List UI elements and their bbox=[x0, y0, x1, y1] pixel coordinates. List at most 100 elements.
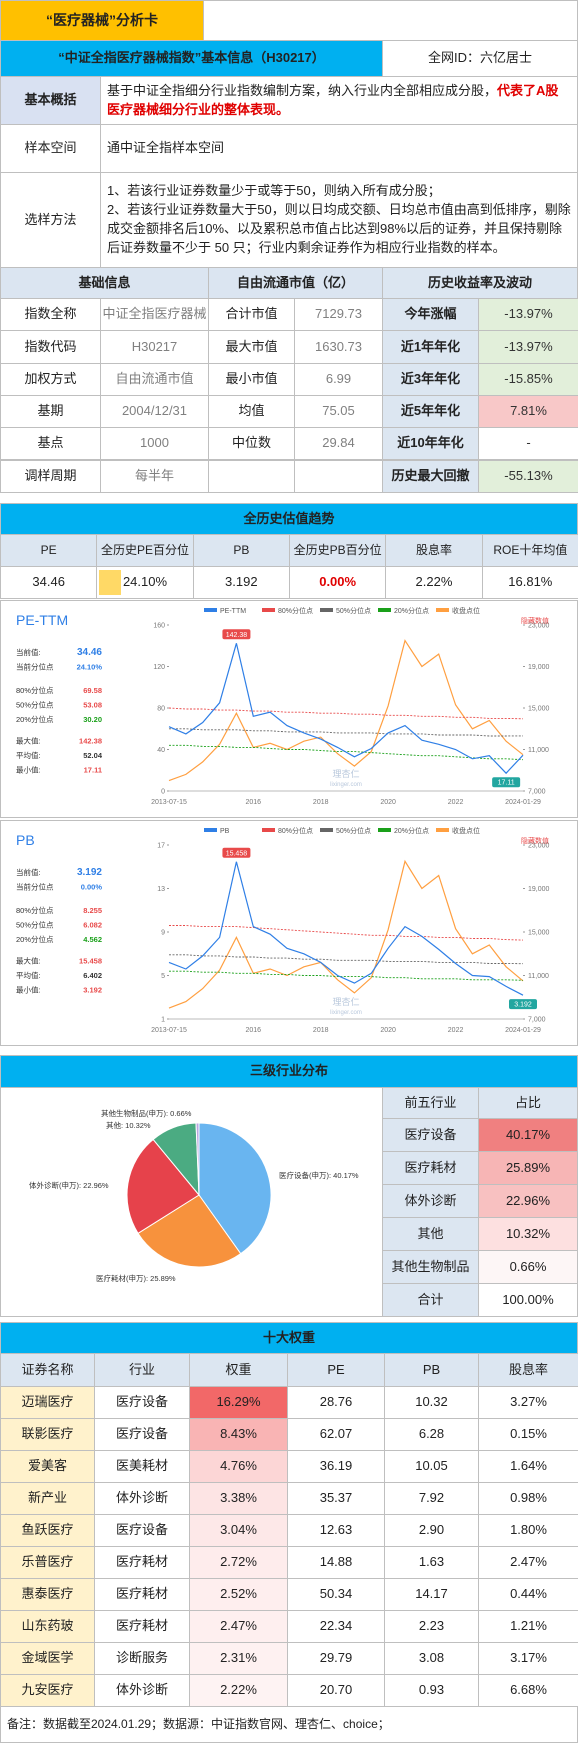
table-cell: - bbox=[478, 427, 578, 461]
stat-label: 20%分位点 bbox=[16, 934, 54, 944]
table-cell: 7129.73 bbox=[294, 298, 383, 332]
table-cell: 今年涨幅 bbox=[382, 298, 479, 332]
overview-text: 基于中证全指细分行业指数编制方案，纳入行业内全部相应成分股，代表了A股医疗器械细… bbox=[100, 76, 578, 125]
line-chart: PB 当前值: 3.192 当前分位点 0.00% 80%分位点 8.255 50%分位点 6.… bbox=[16, 826, 550, 1034]
table-cell: 诊断服务 bbox=[94, 1642, 190, 1675]
share-cell: 25.89% bbox=[478, 1151, 578, 1185]
pie-box: 医疗设备(申万): 40.17% 医疗耗材(申万): 25.89% 体外诊断(申万)… bbox=[0, 1087, 383, 1317]
table-cell: 近10年年化 bbox=[382, 427, 479, 461]
stat-label: 最小值: bbox=[16, 985, 41, 995]
table-cell: 1.64% bbox=[478, 1450, 578, 1483]
pie-label: 其他: 10.32% bbox=[106, 1120, 151, 1130]
table-cell: 1.21% bbox=[478, 1610, 578, 1643]
table-cell: 医美耗材 bbox=[94, 1450, 190, 1483]
table-cell: 加权方式 bbox=[0, 362, 101, 396]
column-header: PE bbox=[287, 1353, 385, 1387]
table-cell: 2004/12/31 bbox=[100, 394, 209, 429]
stat-label: 平均值: bbox=[16, 750, 41, 760]
table-cell: -13.97% bbox=[478, 298, 578, 332]
table-cell: 3.04% bbox=[189, 1514, 288, 1547]
hide-values: 隐藏数值 bbox=[521, 616, 549, 625]
stat-label: 当前分位点 bbox=[16, 882, 54, 892]
x-tick-label: 2022 bbox=[448, 799, 464, 806]
row-label: 医疗设备 bbox=[382, 1118, 479, 1152]
y2-tick-label: 19,000 bbox=[528, 664, 550, 671]
y2-tick-label: 11,000 bbox=[528, 747, 549, 754]
highlight: 代表了A股医疗器械细分行业的整体表现。 bbox=[107, 82, 559, 117]
table-cell: 中证全指医疗器械 bbox=[100, 298, 209, 332]
legend-label: 80%分位点 bbox=[278, 606, 313, 615]
table-cell: 0.98% bbox=[478, 1482, 578, 1515]
column-header: PE bbox=[0, 534, 98, 567]
stat-label: 最小值: bbox=[16, 765, 41, 775]
row-label: 合计 bbox=[382, 1283, 479, 1317]
stat-value: 6.082 bbox=[83, 921, 102, 930]
stat-value: 0.00% bbox=[81, 883, 103, 892]
section-header: 全历史估值趋势 bbox=[0, 503, 578, 535]
stat-label: 当前值: bbox=[16, 647, 41, 657]
value: 24.10% bbox=[122, 574, 168, 590]
card-title: “医疗器械”分析卡 bbox=[0, 0, 204, 41]
table-cell: 0.44% bbox=[478, 1578, 578, 1611]
table-cell: 16.29% bbox=[189, 1386, 288, 1419]
table-cell: 14.17 bbox=[384, 1578, 479, 1611]
stat-value: 52.04 bbox=[83, 751, 103, 760]
table-cell: 最小市值 bbox=[208, 362, 295, 396]
row-label: 基本概括 bbox=[0, 76, 101, 125]
series-line bbox=[168, 707, 524, 720]
row-label: 选样方法 bbox=[0, 172, 101, 268]
share-cell: 22.96% bbox=[478, 1184, 578, 1218]
table-cell: 14.88 bbox=[287, 1546, 385, 1579]
pie-chart: 医疗设备(申万): 40.17% 医疗耗材(申万): 25.89% 体外诊断(申万)… bbox=[29, 1108, 359, 1283]
table-cell: 医疗设备 bbox=[94, 1386, 190, 1419]
row-label: 其他 bbox=[382, 1217, 479, 1251]
column-header: ROE十年均值 bbox=[481, 534, 578, 567]
table-header: 历史收益率及波动 bbox=[382, 267, 578, 299]
table-cell: 29.84 bbox=[294, 427, 383, 461]
table-cell: 历史最大回撤 bbox=[382, 459, 479, 493]
x-tick-label: 2018 bbox=[313, 799, 329, 806]
table-header: 基础信息 bbox=[0, 267, 209, 299]
table-cell: 新产业 bbox=[0, 1482, 95, 1515]
table-cell: 近5年年化 bbox=[382, 394, 479, 429]
table-cell: 6.28 bbox=[384, 1418, 479, 1451]
stat-value: 30.20 bbox=[83, 715, 102, 724]
table-cell: 山东药玻 bbox=[0, 1610, 95, 1643]
table-cell: 2.23 bbox=[384, 1610, 479, 1643]
text: 基于中证全指细分行业指数编制方案，纳入行业内全部相应成分股， bbox=[107, 82, 498, 98]
legend-swatch bbox=[204, 608, 217, 612]
share-cell: 10.32% bbox=[478, 1217, 578, 1251]
y-tick-label: 80 bbox=[157, 706, 165, 713]
y-tick-label: 120 bbox=[153, 664, 165, 671]
stat-value: 17.11 bbox=[84, 766, 102, 775]
stat-value: 53.08 bbox=[83, 701, 102, 710]
stat-value: 34.46 bbox=[77, 647, 102, 658]
percentile-bar bbox=[99, 570, 122, 595]
watermark: lixinger.com bbox=[330, 782, 362, 788]
table-cell: 7.92 bbox=[384, 1482, 479, 1515]
stat-label: 80%分位点 bbox=[16, 685, 54, 695]
legend-label: 20%分位点 bbox=[394, 606, 429, 615]
y-tick-label: 9 bbox=[161, 930, 165, 937]
stat-value: 6.402 bbox=[83, 971, 102, 980]
legend-label: 50%分位点 bbox=[336, 606, 371, 615]
legend-label: 50%分位点 bbox=[336, 826, 371, 835]
table-cell: 2.47% bbox=[478, 1546, 578, 1579]
table-cell: 体外诊断 bbox=[94, 1482, 190, 1515]
table-cell bbox=[208, 459, 295, 493]
stat-value: 8.255 bbox=[83, 906, 102, 915]
pie-label: 医疗设备(申万): 40.17% bbox=[279, 1170, 359, 1180]
y-tick-label: 13 bbox=[157, 886, 165, 893]
value: 3.192 bbox=[225, 574, 258, 590]
watermark: lixinger.com bbox=[330, 1010, 362, 1016]
column-header: PB bbox=[192, 534, 290, 567]
legend-label: PB bbox=[220, 828, 230, 835]
sample-text: 通中证全指样本空间 bbox=[100, 124, 578, 173]
table-cell: H30217 bbox=[100, 330, 209, 364]
series-line bbox=[169, 728, 524, 737]
y2-tick-label: 23,000 bbox=[528, 843, 550, 850]
legend-swatch bbox=[262, 608, 275, 612]
stat-value: 4.562 bbox=[83, 935, 102, 944]
table-cell: 中位数 bbox=[208, 427, 295, 461]
stat-label: 平均值: bbox=[16, 970, 41, 980]
